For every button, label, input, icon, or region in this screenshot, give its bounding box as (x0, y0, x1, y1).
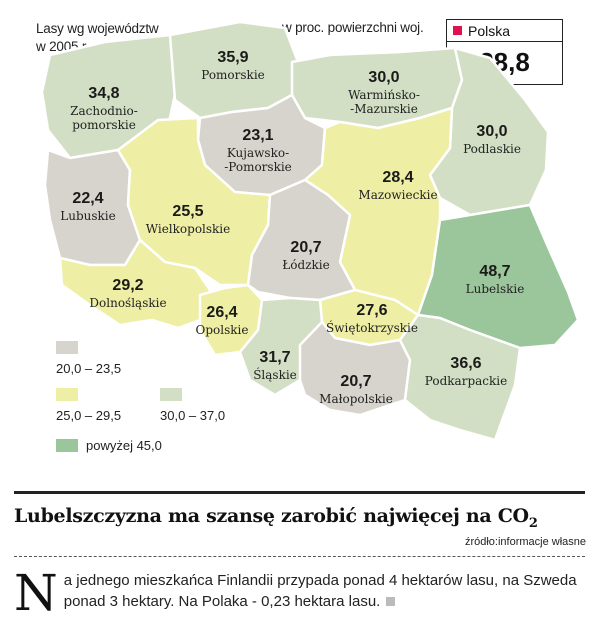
region-value-mazowieckie: 28,4 (382, 169, 413, 186)
legend-swatch (56, 388, 78, 401)
region-value-lubelskie: 48,7 (479, 263, 510, 280)
region-value-dolnoslaskie: 29,2 (112, 277, 143, 294)
region-value-wielkopolskie: 25,5 (172, 203, 203, 220)
legend-item-c45: powyżej 45,0 (56, 438, 162, 453)
region-value-warminsko-mazurskie: 30,0 (368, 69, 399, 86)
map-unit-label: w proc. powierzchni woj. (282, 20, 424, 35)
region-label-kujawsko-pomorskie: -Pomorskie (224, 160, 292, 174)
region-label-warminsko-mazurskie: Warmińsko- (348, 88, 420, 102)
headline-subscript: 2 (528, 515, 538, 531)
region-label-wielkopolskie: Wielkopolskie (146, 222, 231, 236)
region-label-kujawsko-pomorskie: Kujawsko- (227, 146, 289, 160)
region-label-podlaskie: Podlaskie (463, 142, 521, 156)
region-label-opolskie: Opolskie (196, 323, 249, 337)
region-lubuskie (43, 148, 142, 267)
region-label-lubuskie: Lubuskie (60, 209, 115, 223)
voivodeship-map: 34,8 Zachodnio-pomorskie 35,9 Pomorskie 30,0… (40, 20, 580, 442)
map-title-line1: Lasy wg województw (36, 21, 159, 36)
region-value-pomorskie: 35,9 (217, 49, 248, 66)
region-value-malopolskie: 20,7 (340, 373, 371, 390)
headline-text: Lubelszczyzna ma szansę zarobić najwięce… (14, 505, 529, 527)
region-value-swietokrzyskie: 27,6 (356, 302, 387, 319)
region-value-kujawsko-pomorskie: 23,1 (242, 127, 273, 144)
national-average-header: Polska (447, 20, 562, 42)
region-label-lubelskie: Lubelskie (466, 282, 525, 296)
region-label-lodzkie: Łódzkie (282, 258, 329, 272)
legend-item-c25-29: 25,0 – 29,5 (56, 388, 121, 423)
region-value-podlaskie: 30,0 (476, 123, 507, 140)
article-body: N a jednego mieszkańca Finlandii przypad… (14, 564, 589, 622)
legend-swatch (160, 388, 182, 401)
legend-swatch (56, 439, 78, 452)
region-label-malopolskie: Małopolskie (319, 392, 393, 406)
region-label-swietokrzyskie: Świętokrzyskie (326, 319, 418, 335)
drop-cap: N (14, 564, 58, 622)
dashed-rule (14, 556, 585, 557)
region-label-slaskie: Śląskie (253, 366, 297, 382)
region-label-zachodniopomorskie: pomorskie (72, 118, 136, 132)
region-label-zachodniopomorskie: Zachodnio- (70, 104, 138, 118)
body-text: a jednego mieszkańca Finlandii przypada … (63, 572, 577, 610)
article-headline: Lubelszczyzna ma szansę zarobić najwięce… (14, 505, 538, 531)
legend-label: 25,0 – 29,5 (56, 408, 122, 423)
region-label-warminsko-mazurskie: -Mazurskie (350, 102, 418, 116)
end-mark-icon (386, 597, 396, 607)
legend-item-c30-37: 30,0 – 37,0 (160, 388, 225, 423)
legend-swatch (56, 341, 78, 354)
region-value-podkarpackie: 36,6 (450, 355, 481, 372)
legend-item-c20-23: 20,0 – 23,5 (56, 341, 121, 376)
region-label-mazowieckie: Mazowieckie (358, 188, 437, 202)
national-label: Polska (468, 22, 511, 39)
region-value-slaskie: 31,7 (259, 349, 290, 366)
legend-label: 30,0 – 37,0 (160, 408, 226, 423)
source-note: źródło:informacje własne (464, 536, 586, 548)
legend-label: powyżej 45,0 (86, 438, 162, 453)
region-value-lodzkie: 20,7 (290, 239, 321, 256)
region-value-lubuskie: 22,4 (72, 190, 103, 207)
region-value-zachodniopomorskie: 34,8 (88, 85, 119, 102)
region-label-pomorskie: Pomorskie (201, 68, 265, 82)
region-podkarpackie (398, 313, 522, 442)
national-swatch (453, 26, 462, 35)
legend-label: 20,0 – 23,5 (56, 361, 122, 376)
region-label-podkarpackie: Podkarpackie (425, 374, 507, 388)
region-value-opolskie: 26,4 (206, 304, 237, 321)
region-label-dolnoslaskie: Dolnośląskie (89, 296, 166, 310)
headline-rule (14, 491, 585, 494)
